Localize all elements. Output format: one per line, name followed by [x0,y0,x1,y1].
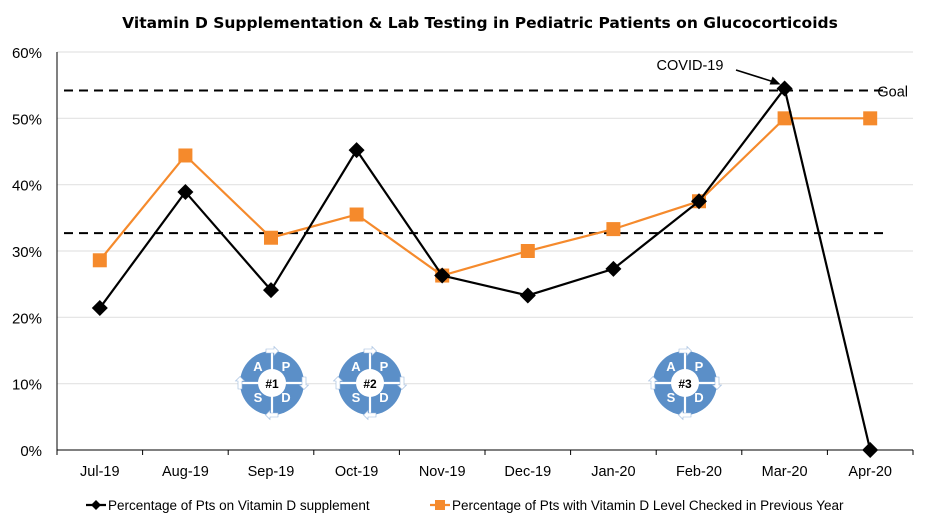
y-tick-label: 20% [12,310,42,327]
pdsa-letter: P [695,359,704,374]
reference-lines: Goal [64,84,908,235]
pdsa-letter: S [254,390,263,405]
y-tick-label: 30% [12,244,42,261]
data-point [263,282,279,299]
cycle-arrow-icon [298,376,310,390]
pdsa-letter: A [666,359,676,374]
legend-label: Percentage of Pts with Vitamin D Level C… [452,498,844,513]
y-tick-label: 60% [12,45,42,62]
pdsa-letter: S [667,390,676,405]
pdsa-center [356,369,384,397]
cycle-arrow-icon [234,376,246,390]
x-tick-label: Sep-19 [248,464,295,480]
data-point [519,287,536,304]
annotations: COVID-19 [657,58,781,85]
series-1 [92,111,878,283]
x-tick-label: Dec-19 [504,464,551,480]
pdsa-cycle-icon: A P S D#3 [647,345,723,421]
data-point [691,193,707,210]
x-axis-ticks: Jul-19 Aug-19 Sep-19 Oct-19 Nov-19 Dec-19 Jan-… [80,464,892,480]
data-point [606,222,621,237]
pdsa-cycles: A PS D#1A PS D#2A PS D#3 [234,345,723,421]
cycle-arrow-icon [265,345,279,357]
cycle-arrow-icon [678,345,692,357]
data-point [777,111,792,126]
legend-marker [435,500,445,510]
legend-label: Percentage of Pts on Vitamin D supplemen… [108,498,370,513]
data-point [348,142,365,159]
pdsa-letter: D [694,390,703,405]
series-line [98,85,872,451]
cycle-arrow-icon [332,376,344,390]
chart-title: Vitamin D Supplementation & Lab Testing … [122,14,838,32]
pdsa-letter: P [282,359,291,374]
series-0 [91,80,879,458]
pdsa-cycle-number: #3 [678,377,692,391]
y-tick-label: 40% [12,178,42,195]
cycle-arrow-icon [265,409,279,421]
pdsa-cycle-icon: A P S D#1 [234,345,310,421]
pdsa-cycle-number: #1 [265,377,279,391]
data-point [434,267,451,284]
pdsa-center [671,369,699,397]
legend-marker [91,500,101,510]
y-tick-label: 0% [20,443,42,460]
series-group [91,80,879,458]
cycle-arrow-icon [363,345,377,357]
data-point [605,260,622,277]
annotation-arrow [735,69,776,84]
data-point [863,111,878,126]
pdsa-letter: D [281,390,290,405]
cycle-arrow-icon [363,409,377,421]
y-tick-label: 50% [12,111,42,128]
legend-item: Percentage of Pts on Vitamin D supplemen… [86,498,370,513]
data-point [349,207,364,222]
pdsa-letter: P [380,359,389,374]
pdsa-letter: A [253,359,263,374]
data-point [862,442,879,458]
cycle-arrow-icon [396,376,408,390]
x-tick-label: Jan-20 [591,464,635,480]
pdsa-center [258,369,286,397]
data-point [91,300,108,317]
pdsa-cycle-number: #2 [363,377,377,391]
data-point [178,148,193,163]
pdsa-letter: A [351,359,361,374]
pdsa-letter: S [352,390,361,405]
x-tick-label: Aug-19 [162,464,209,480]
reference-line-label: Goal [877,84,908,100]
cycle-arrow-icon [678,409,692,421]
legend-item: Percentage of Pts with Vitamin D Level C… [430,498,844,513]
cycle-arrow-icon [647,376,659,390]
y-tick-label: 10% [12,377,42,394]
data-point [520,244,535,258]
x-tick-label: Feb-20 [676,464,722,480]
axes [56,52,914,455]
x-tick-label: Nov-19 [419,464,466,480]
gridlines [57,51,913,385]
data-point [177,183,194,200]
legend: Percentage of Pts on Vitamin D supplemen… [86,498,844,513]
x-tick-label: Jul-19 [80,464,120,480]
x-tick-label: Mar-20 [762,464,808,480]
data-point [264,230,278,245]
arrowhead-icon [769,76,781,85]
cycle-arrow-icon [711,376,723,390]
x-tick-label: Oct-19 [335,464,379,480]
pdsa-cycle-icon: A P S D#2 [332,345,408,421]
x-tick-label: Apr-20 [848,464,892,480]
annotation-label: COVID-19 [657,58,724,74]
series-line [98,117,871,277]
y-axis-ticks: 0% 10% 20% 30% 40% 50% 60% [12,45,42,460]
pdsa-letter: D [379,390,388,405]
data-point [92,253,107,268]
